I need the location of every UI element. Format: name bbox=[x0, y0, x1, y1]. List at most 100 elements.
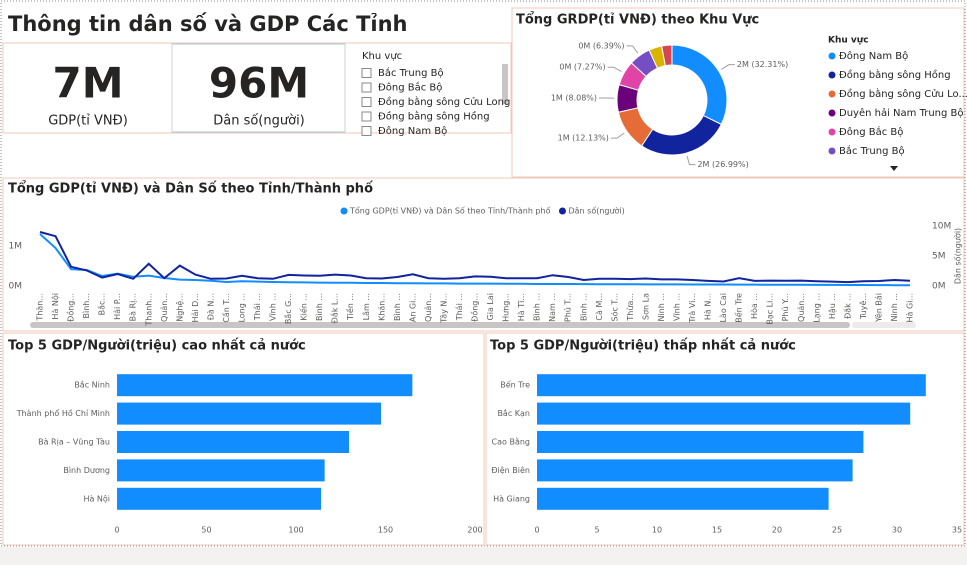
legend-title: Khu vực bbox=[828, 36, 869, 46]
y-tick-label: Bắc Kạn bbox=[497, 408, 530, 419]
x-tick-label: Long ... bbox=[237, 293, 246, 323]
line-panel bbox=[2, 177, 965, 332]
x-tick-label: Bến Tre bbox=[734, 293, 744, 323]
x-tick-label: Tiền ... bbox=[345, 293, 355, 321]
legend-label[interactable]: Tổng GDP(tỉ VNĐ) và Dân Số theo Tỉnh/Thà… bbox=[349, 206, 551, 216]
x-tick-label: Thàn... bbox=[36, 293, 45, 322]
bar[interactable] bbox=[117, 374, 413, 397]
legend-label[interactable]: Đông Nam Bộ bbox=[839, 50, 908, 62]
x-tick-label: Thái ... bbox=[253, 293, 262, 321]
y2-tick-label: 10M bbox=[932, 222, 951, 232]
x-tick-label: 15 bbox=[712, 526, 722, 535]
x-tick-label: Lâm ... bbox=[362, 293, 371, 320]
legend-marker[interactable] bbox=[828, 71, 836, 79]
y2-axis-title: Dân số(người) bbox=[953, 228, 963, 284]
x-tick-label: Đắk ... bbox=[842, 293, 852, 319]
data-label: 2M (26.99%) bbox=[697, 160, 748, 169]
x-tick-label: Đắk L... bbox=[330, 293, 340, 323]
bar[interactable] bbox=[537, 402, 911, 425]
y-tick-label: Bắc Ninh bbox=[74, 380, 110, 390]
slicer-checkbox[interactable] bbox=[361, 97, 372, 107]
x-tick-label: Đà N... bbox=[206, 293, 215, 320]
y-tick-label: 0M bbox=[9, 282, 23, 292]
x-tick-label: Bắc... bbox=[97, 293, 107, 315]
legend-label[interactable]: Bắc Trung Bộ bbox=[839, 144, 905, 157]
x-tick-label: Bình ... bbox=[315, 293, 324, 321]
legend-marker[interactable] bbox=[558, 207, 566, 215]
slicer-checkbox[interactable] bbox=[361, 68, 372, 78]
slicer-item[interactable]: Đồng bằng sông Cửu Long bbox=[378, 95, 510, 108]
leader-line bbox=[686, 155, 696, 166]
x-tick-label: Hưng... bbox=[502, 293, 511, 322]
x-tick-label: An Gi... bbox=[408, 293, 417, 322]
line-series bbox=[39, 233, 910, 287]
slicer-item[interactable]: Đông Nam Bộ bbox=[378, 125, 447, 137]
y2-tick-label: 5M bbox=[932, 252, 946, 262]
bar[interactable] bbox=[537, 431, 864, 453]
x-tick-label: 20 bbox=[772, 526, 782, 535]
legend-marker[interactable] bbox=[828, 147, 836, 155]
x-tick-label: 25 bbox=[832, 526, 842, 535]
legend-marker[interactable] bbox=[828, 128, 836, 136]
bar[interactable] bbox=[117, 431, 349, 453]
bar[interactable] bbox=[537, 374, 926, 397]
bar[interactable] bbox=[117, 402, 382, 425]
data-label: 0M (7.27%) bbox=[559, 63, 605, 72]
card-value: 7M bbox=[52, 59, 123, 108]
slicer-item[interactable]: Đồng bằng sông Hồng bbox=[378, 110, 490, 123]
legend-label[interactable]: Dân số(người) bbox=[568, 206, 624, 216]
legend-label[interactable]: Đồng bằng sông Hồng bbox=[839, 68, 951, 81]
x-tick-label: Quản... bbox=[796, 293, 806, 322]
x-tick-label: Bình ... bbox=[579, 293, 588, 321]
legend-label[interactable]: Duyên hải Nam Trung Bộ bbox=[839, 107, 964, 119]
x-tick-label: Vĩnh ... bbox=[269, 293, 278, 321]
chart-title: Top 5 GDP/Người(triệu) cao nhất cả nước bbox=[8, 339, 306, 354]
x-tick-label: Bình ... bbox=[393, 293, 402, 321]
x-tick-label: Hà N... bbox=[704, 293, 713, 320]
x-tick-label: 100 bbox=[288, 526, 303, 535]
x-tick-label: 30 bbox=[892, 526, 902, 535]
x-tick-label: Hà Gi... bbox=[906, 293, 915, 323]
slicer-checkbox[interactable] bbox=[361, 126, 372, 136]
x-tick-label: Khán... bbox=[377, 293, 386, 321]
cards-panel bbox=[2, 42, 512, 134]
x-tick-label: 0 bbox=[114, 526, 119, 535]
bar[interactable] bbox=[117, 487, 322, 510]
bar[interactable] bbox=[537, 459, 853, 482]
x-tick-label: 35 bbox=[952, 526, 962, 535]
x-tick-label: Thanh... bbox=[144, 293, 153, 327]
x-tick-label: Hòa ... bbox=[749, 293, 759, 319]
x-tick-label: Hà Nội bbox=[50, 293, 60, 320]
legend-label[interactable]: Đông Bắc Bộ bbox=[839, 125, 903, 138]
y-tick-label: Hà Giang bbox=[493, 494, 530, 503]
leader-line bbox=[626, 45, 639, 54]
bar[interactable] bbox=[117, 459, 325, 482]
bar[interactable] bbox=[537, 487, 829, 510]
legend-scroll-arrow[interactable] bbox=[890, 166, 898, 171]
x-tick-label: Cà M... bbox=[595, 293, 604, 321]
x-tick-label: 50 bbox=[201, 526, 211, 535]
card-label: GDP(tỉ VNĐ) bbox=[48, 114, 128, 129]
legend-marker[interactable] bbox=[828, 109, 836, 117]
x-tick-label: Đồng... bbox=[470, 293, 480, 322]
slicer-item[interactable]: Bắc Trung Bộ bbox=[378, 66, 444, 79]
legend-marker[interactable] bbox=[828, 52, 836, 60]
x-tick-label: 200 bbox=[467, 526, 482, 535]
legend-marker[interactable] bbox=[340, 207, 348, 215]
y-tick-label: Bến Tre bbox=[500, 380, 530, 390]
slicer-checkbox[interactable] bbox=[361, 111, 372, 122]
legend-marker[interactable] bbox=[828, 90, 836, 98]
x-scrollbar[interactable] bbox=[30, 322, 850, 328]
data-label: 1M (12.13%) bbox=[558, 134, 609, 143]
slicer-item[interactable]: Đông Bắc Bộ bbox=[378, 81, 442, 94]
slicer-title: Khu vực bbox=[362, 51, 402, 62]
x-tick-label: Đồng... bbox=[66, 293, 76, 322]
x-tick-label: 0 bbox=[534, 526, 539, 535]
x-tick-label: Bạc Li... bbox=[766, 293, 776, 325]
slicer-checkbox[interactable] bbox=[361, 82, 372, 93]
legend-label[interactable]: Đồng bằng sông Cửu Lo... bbox=[839, 87, 967, 100]
data-label: 2M (32.31%) bbox=[737, 60, 788, 69]
slicer-scrollbar[interactable] bbox=[502, 64, 508, 104]
line-series bbox=[39, 231, 911, 284]
